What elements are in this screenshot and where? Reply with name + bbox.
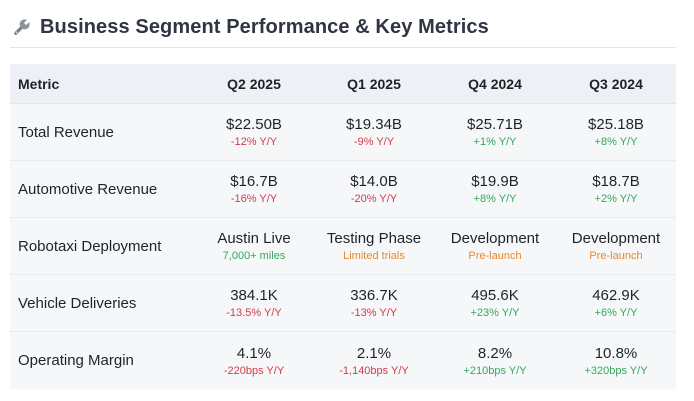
cell-change: -12% Y/Y bbox=[230, 136, 278, 148]
table-cell: 336.7K -13% Y/Y bbox=[314, 287, 434, 319]
cell-value: Testing Phase bbox=[326, 230, 422, 247]
cell-value: 8.2% bbox=[477, 344, 513, 362]
row-metric-label: Automotive Revenue bbox=[18, 180, 158, 198]
cell-value: $19.34B bbox=[346, 116, 402, 133]
table-cell: $16.7B -16% Y/Y bbox=[194, 173, 314, 205]
cell-change: +320bps Y/Y bbox=[584, 364, 648, 377]
cell-change: +8% Y/Y bbox=[473, 193, 517, 205]
table-cell: 8.2% +210bps Y/Y bbox=[434, 345, 556, 377]
cell-value: $19.9B bbox=[471, 173, 519, 190]
row-metric-label: Operating Margin bbox=[18, 352, 134, 369]
table-cell: Development Pre-launch bbox=[556, 230, 676, 262]
cell-value: $14.0B bbox=[350, 173, 398, 190]
cell-value: 336.7K bbox=[350, 287, 398, 304]
metrics-table: Metric Q2 2025 Q1 2025 Q4 2024 Q3 2024 T… bbox=[10, 64, 676, 389]
cell-status: Pre-launch bbox=[589, 250, 643, 262]
column-header-q2-2025: Q2 2025 bbox=[227, 75, 281, 92]
table-row: Robotaxi Deployment Austin Live 7,000+ m… bbox=[10, 218, 676, 275]
cell-change: +1% Y/Y bbox=[473, 136, 517, 148]
cell-value: 384.1K bbox=[230, 287, 278, 304]
table-cell: $22.50B -12% Y/Y bbox=[194, 116, 314, 148]
cell-value: 462.9K bbox=[592, 287, 640, 304]
column-header-q3-2024: Q3 2024 bbox=[589, 75, 643, 92]
table-cell: 384.1K -13.5% Y/Y bbox=[194, 287, 314, 319]
cell-change: -20% Y/Y bbox=[350, 193, 398, 205]
cell-value: Development bbox=[571, 230, 661, 247]
table-row: Operating Margin 4.1% -220bps Y/Y 2.1% -… bbox=[10, 332, 676, 389]
cell-value: 10.8% bbox=[594, 344, 638, 362]
cell-change: -1,140bps Y/Y bbox=[339, 364, 409, 377]
page-title: Business Segment Performance & Key Metri… bbox=[40, 16, 489, 38]
cell-change: -13% Y/Y bbox=[350, 307, 398, 319]
cell-status: Pre-launch bbox=[468, 250, 522, 262]
cell-change: -13.5% Y/Y bbox=[226, 307, 282, 319]
cell-value: 4.1% bbox=[236, 344, 272, 362]
table-row: Total Revenue $22.50B -12% Y/Y $19.34B -… bbox=[10, 104, 676, 161]
table-cell: $19.9B +8% Y/Y bbox=[434, 173, 556, 205]
table-header-row: Metric Q2 2025 Q1 2025 Q4 2024 Q3 2024 bbox=[10, 64, 676, 104]
table-cell: Austin Live 7,000+ miles bbox=[194, 230, 314, 262]
table-cell: $14.0B -20% Y/Y bbox=[314, 173, 434, 205]
cell-change: +210bps Y/Y bbox=[463, 364, 527, 377]
column-header-q1-2025: Q1 2025 bbox=[347, 75, 401, 92]
cell-change: -220bps Y/Y bbox=[223, 364, 285, 377]
cell-value: $22.50B bbox=[226, 116, 282, 133]
cell-change: -16% Y/Y bbox=[230, 193, 278, 205]
cell-change: -9% Y/Y bbox=[353, 136, 395, 148]
cell-value: $25.18B bbox=[588, 116, 644, 133]
row-metric-label: Total Revenue bbox=[18, 123, 114, 141]
cell-value: $18.7B bbox=[592, 173, 640, 190]
table-cell: $25.71B +1% Y/Y bbox=[434, 116, 556, 148]
table-cell: 462.9K +6% Y/Y bbox=[556, 287, 676, 319]
cell-value: Austin Live bbox=[217, 230, 291, 247]
table-row: Automotive Revenue $16.7B -16% Y/Y $14.0… bbox=[10, 161, 676, 218]
cell-value: Development bbox=[450, 230, 540, 247]
cell-value: $16.7B bbox=[230, 173, 278, 190]
table-cell: $25.18B +8% Y/Y bbox=[556, 116, 676, 148]
cell-change: +8% Y/Y bbox=[594, 136, 638, 148]
cell-change: +23% Y/Y bbox=[470, 307, 520, 319]
table-cell: Testing Phase Limited trials bbox=[314, 230, 434, 262]
table-cell: $19.34B -9% Y/Y bbox=[314, 116, 434, 148]
table-cell: 4.1% -220bps Y/Y bbox=[194, 345, 314, 377]
cell-value: $25.71B bbox=[467, 116, 523, 133]
table-cell: 495.6K +23% Y/Y bbox=[434, 287, 556, 319]
row-metric-label: Robotaxi Deployment bbox=[18, 237, 162, 255]
cell-change: +6% Y/Y bbox=[594, 307, 638, 319]
table-cell: 10.8% +320bps Y/Y bbox=[556, 345, 676, 377]
row-metric-label: Vehicle Deliveries bbox=[18, 294, 137, 312]
cell-value: 495.6K bbox=[471, 287, 519, 304]
cell-status: Limited trials bbox=[343, 250, 405, 262]
cell-status: 7,000+ miles bbox=[222, 250, 286, 262]
table-row: Vehicle Deliveries 384.1K -13.5% Y/Y 336… bbox=[10, 275, 676, 332]
cell-value: 2.1% bbox=[356, 344, 392, 362]
page-header: Business Segment Performance & Key Metri… bbox=[10, 8, 676, 48]
table-cell: Development Pre-launch bbox=[434, 230, 556, 262]
column-header-q4-2024: Q4 2024 bbox=[468, 75, 522, 92]
cell-change: +2% Y/Y bbox=[594, 193, 638, 205]
wrench-icon bbox=[10, 17, 32, 39]
table-cell: $18.7B +2% Y/Y bbox=[556, 173, 676, 205]
column-header-metric: Metric bbox=[18, 75, 60, 92]
table-cell: 2.1% -1,140bps Y/Y bbox=[314, 345, 434, 377]
